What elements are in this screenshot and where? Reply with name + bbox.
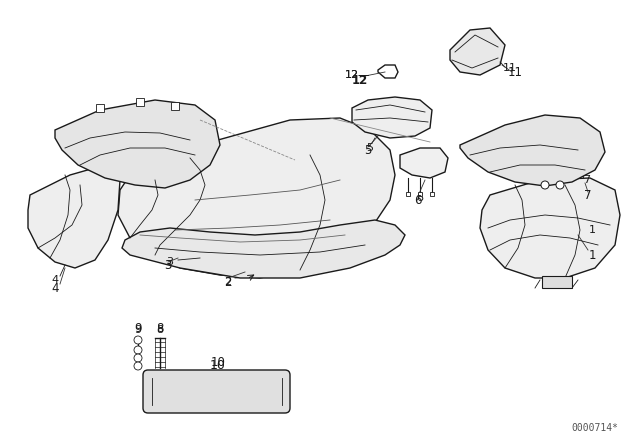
Polygon shape [378,65,398,78]
Text: 6: 6 [414,194,422,207]
Bar [418,192,422,196]
Bar [430,192,434,196]
Polygon shape [555,155,590,170]
Text: 1: 1 [589,225,595,235]
Polygon shape [450,28,505,75]
Bar [406,192,410,196]
Text: 10: 10 [211,356,225,369]
Text: 3: 3 [166,257,173,267]
Text: 12—: 12— [345,70,370,80]
Text: 9: 9 [134,322,141,335]
Text: 7: 7 [584,189,592,202]
Text: 11: 11 [508,65,522,78]
Text: 1: 1 [588,249,596,262]
Text: 7: 7 [584,175,591,185]
Polygon shape [28,165,120,268]
Text: 5: 5 [364,143,372,156]
Polygon shape [480,178,620,278]
Bar [171,102,179,110]
Text: 9: 9 [134,325,141,335]
Polygon shape [55,100,220,188]
Circle shape [134,346,142,354]
Bar [542,276,572,288]
Polygon shape [122,220,405,278]
Circle shape [134,354,142,362]
Text: 8: 8 [156,322,164,335]
Polygon shape [352,97,432,138]
Bar [136,98,144,106]
Polygon shape [555,185,590,200]
Circle shape [556,181,564,189]
Text: 2: 2 [225,277,232,287]
Text: 4: 4 [51,281,59,294]
Text: 12: 12 [352,73,368,86]
Text: 4: 4 [51,275,59,285]
Circle shape [134,336,142,344]
Text: 11: 11 [503,63,517,73]
Text: 8: 8 [156,325,164,335]
Text: 3: 3 [164,258,172,271]
Circle shape [134,362,142,370]
FancyBboxPatch shape [143,370,290,413]
Circle shape [541,181,549,189]
Polygon shape [118,118,395,278]
Bar [96,104,104,112]
Text: 12—: 12— [345,70,370,80]
Polygon shape [400,148,448,178]
Text: 10: 10 [210,358,226,371]
Text: 5: 5 [367,143,374,153]
Text: 2: 2 [224,276,232,289]
Text: 6: 6 [417,193,424,203]
Text: 0000714*: 0000714* [572,423,618,433]
Polygon shape [460,115,605,186]
